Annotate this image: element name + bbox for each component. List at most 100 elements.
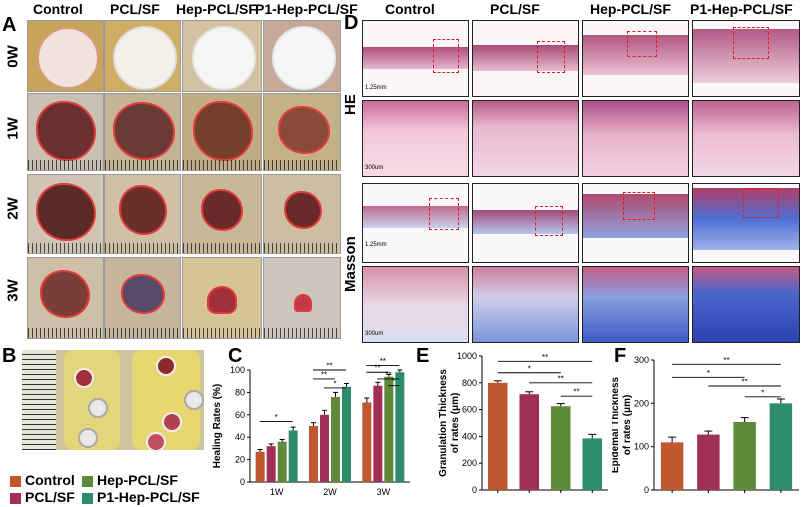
y-tick-label: 100 (634, 442, 649, 452)
x-tick-label: 1W (270, 487, 284, 497)
photo-0w-control (27, 20, 104, 92)
significance-label: * (333, 379, 336, 388)
bar (697, 434, 720, 490)
legend-swatch-p1 (82, 493, 93, 504)
photo-0w-pcl (104, 20, 181, 92)
significance-label: * (528, 364, 531, 373)
x-tick-label: 2W (323, 487, 337, 497)
legend-label-p1: P1-Hep-PCL/SF (97, 489, 200, 505)
masson-low-p1 (692, 183, 800, 263)
legend-swatch-pcl (10, 493, 21, 504)
panel-label-a: A (2, 14, 17, 36)
masson-high-pcl (472, 266, 579, 343)
legend-label-pcl: PCL/SF (25, 489, 75, 505)
y-tick-label: 800 (462, 378, 477, 388)
he-high-p1 (692, 100, 800, 177)
col-header-p1: P1-Hep-PCL/SF (255, 1, 358, 17)
y-tick-label: 80 (235, 387, 245, 397)
scale-bar-label-masson: 1.25mm (365, 242, 387, 248)
significance-label: * (707, 369, 710, 378)
photo-1w-hep (182, 93, 262, 171)
y-tick-label: 100 (230, 365, 245, 375)
chart-granulation-thickness: 0 200 400 600 800 1000 Granulation Thicknessof… (438, 351, 608, 495)
row-label-1w: 1W (4, 117, 22, 140)
photo-0w-hep (182, 20, 262, 92)
wound-overview-photo (22, 350, 204, 452)
panel-label-d: D (344, 12, 359, 34)
photo-3w-hep (182, 257, 262, 339)
y-tick-label: 0 (644, 485, 649, 495)
legend-swatch-control (10, 476, 21, 487)
y-axis-title-line: of rates (μm) (622, 395, 633, 456)
significance-label: ** (321, 370, 327, 379)
significance-label: * (761, 388, 764, 397)
col-header-control: Control (33, 1, 83, 17)
bar (362, 402, 372, 482)
photo-1w-pcl (104, 93, 181, 171)
bar (487, 382, 508, 490)
bar (660, 442, 684, 490)
y-axis-title: Epidemal Thicknessof rates (μm) (612, 376, 633, 473)
bar (769, 403, 793, 490)
d-col-header-pcl: PCL/SF (490, 1, 540, 17)
photo-1w-p1 (263, 93, 341, 171)
stain-label-he: HE (342, 94, 359, 115)
y-tick-label: 400 (462, 431, 477, 441)
he-high-hep (582, 100, 689, 177)
y-axis-title-line: Granulation Thickness (438, 369, 449, 477)
y-tick-label: 200 (634, 398, 649, 408)
y-tick-label: 40 (235, 432, 245, 442)
significance-label: * (275, 413, 278, 422)
panel-label-c: C (228, 345, 243, 367)
significance-label: ** (573, 388, 579, 397)
y-tick-label: 0 (240, 477, 245, 487)
photo-0w-p1 (263, 20, 341, 92)
y-tick-label: 300 (634, 355, 649, 365)
scale-bar-label-high: 300um (365, 165, 384, 171)
photo-1w-control (27, 93, 104, 171)
panel-label-e: E (416, 345, 430, 367)
bar (342, 386, 351, 482)
bar (309, 426, 318, 482)
y-axis-title-line: of rates (μm) (450, 393, 461, 454)
photo-2w-p1 (263, 174, 341, 254)
chart-epidermal-thickness: 0 100 200 300 Epidemal Thicknessof rates (μm… (612, 355, 799, 495)
bar (395, 372, 405, 482)
bar (266, 446, 276, 482)
d-col-header-control: Control (385, 1, 435, 17)
scale-bar-label-masson-high: 300um (365, 331, 384, 337)
bar (384, 376, 394, 482)
row-label-3w: 3W (4, 279, 22, 302)
masson-low-hep (582, 183, 689, 263)
row-label-2w: 2W (4, 197, 22, 220)
significance-label: ** (723, 356, 729, 365)
significance-label: ** (326, 362, 332, 371)
photo-2w-pcl (104, 174, 181, 254)
he-low-pcl (472, 20, 579, 97)
photo-2w-control (27, 174, 104, 254)
photo-2w-hep (182, 174, 262, 254)
significance-label: * (392, 377, 395, 386)
significance-label: ** (374, 364, 380, 373)
d-col-header-p1: P1-Hep-PCL/SF (690, 1, 793, 17)
bar (550, 406, 571, 490)
bar (320, 414, 329, 482)
x-tick-label: 3W (377, 487, 391, 497)
he-high-pcl (472, 100, 579, 177)
col-header-hep: Hep-PCL/SF (176, 1, 257, 17)
significance-label: ** (385, 370, 391, 379)
significance-label: ** (542, 353, 548, 362)
he-low-control: 1.25mm (362, 20, 469, 97)
bar (519, 394, 540, 490)
bar (331, 396, 340, 482)
panel-label-f: F (614, 345, 627, 367)
scale-bar-label: 1.25mm (365, 85, 387, 91)
masson-high-p1 (692, 266, 800, 343)
y-tick-label: 600 (462, 405, 477, 415)
masson-high-control: 300um (362, 266, 469, 343)
significance-label: ** (742, 378, 748, 387)
col-header-pcl: PCL/SF (110, 1, 160, 17)
y-tick-label: 20 (235, 455, 245, 465)
y-axis-title: Granulation Thicknessof rates (μm) (438, 369, 461, 477)
bar (288, 430, 298, 482)
